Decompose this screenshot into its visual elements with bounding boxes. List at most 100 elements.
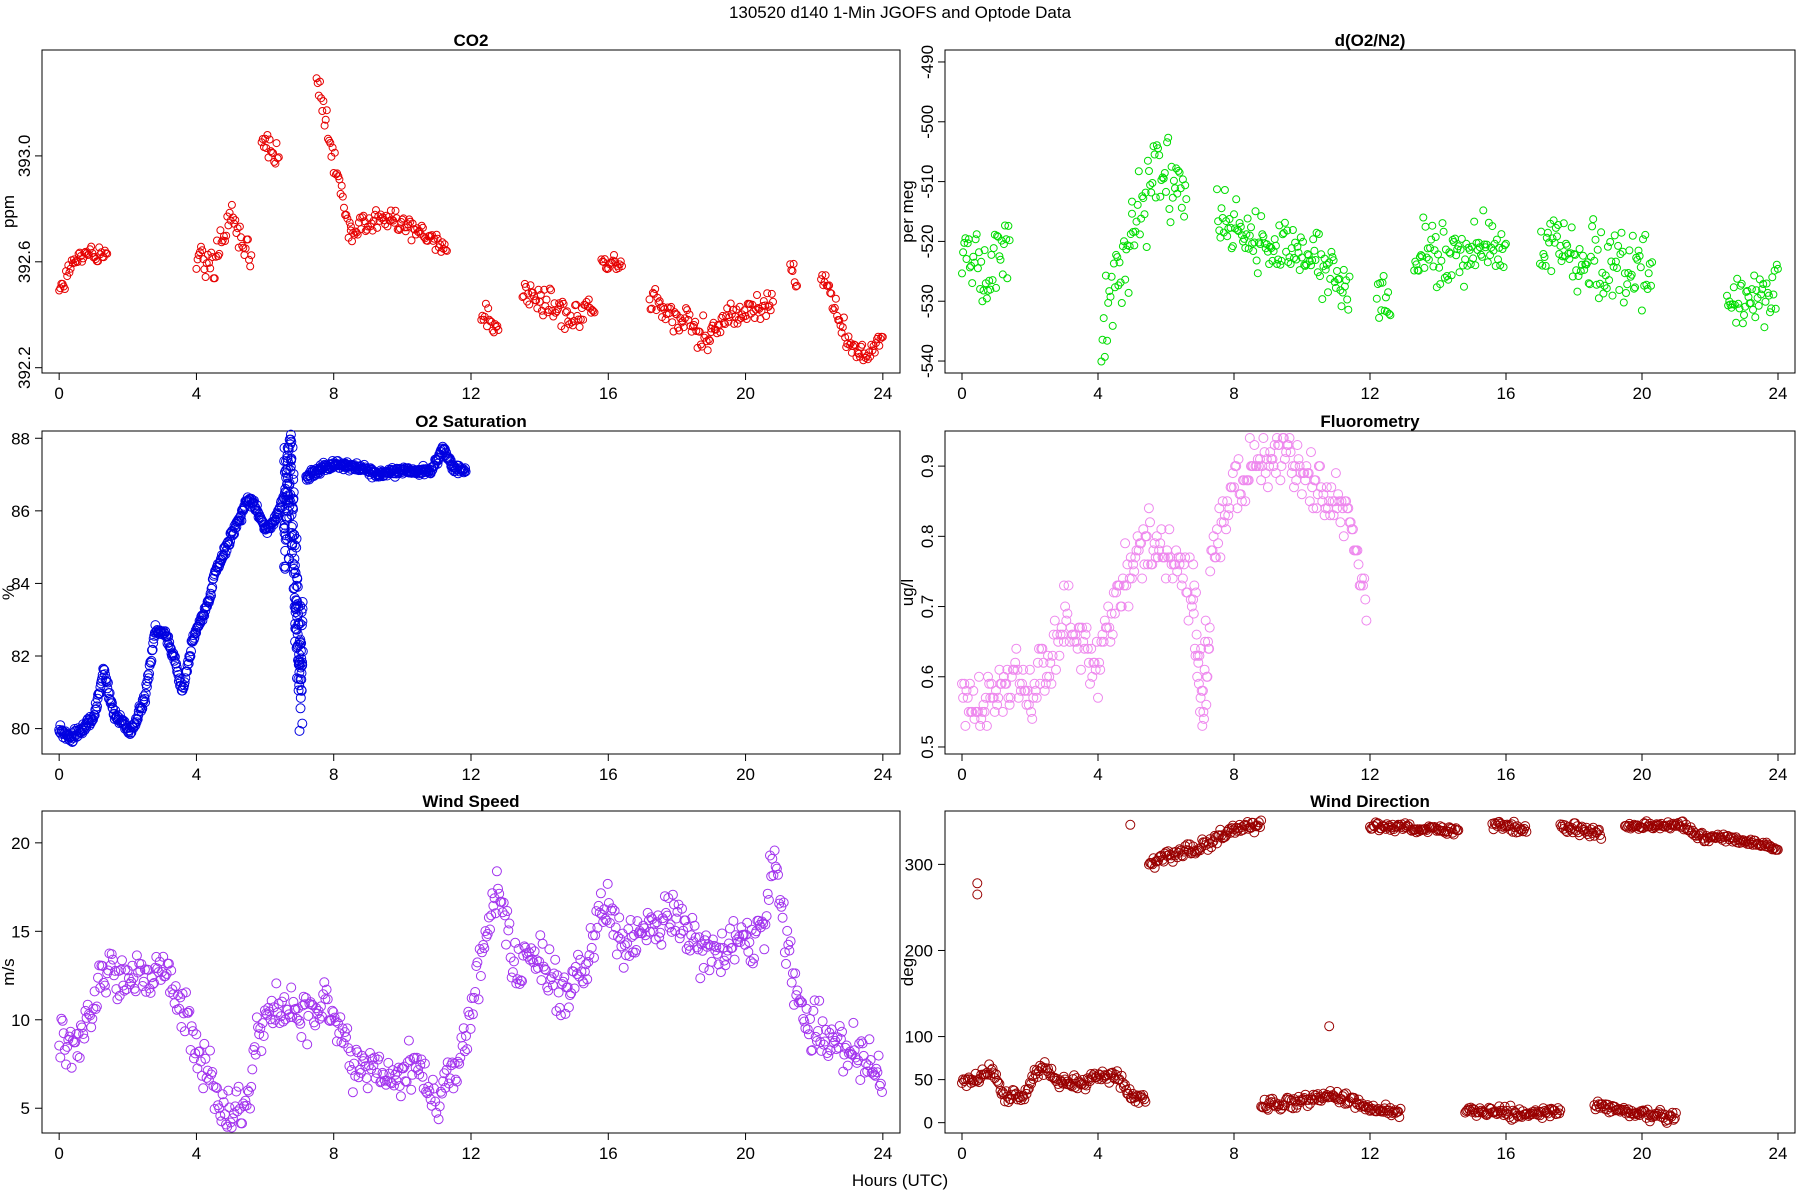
data-point [1670, 1108, 1681, 1118]
data-point [1439, 227, 1448, 236]
data-point [1079, 643, 1090, 654]
data-point [1446, 823, 1457, 834]
data-point [479, 943, 490, 954]
data-point [168, 650, 179, 661]
data-point [1310, 1090, 1321, 1101]
data-point [294, 639, 305, 650]
data-point [199, 1038, 210, 1049]
data-point [543, 985, 554, 996]
data-point [280, 1014, 291, 1025]
data-point [1735, 304, 1744, 313]
data-point [118, 980, 129, 991]
y-tick-label: 15 [11, 922, 30, 941]
data-point [1149, 142, 1158, 151]
data-point [1310, 246, 1319, 255]
data-point [273, 154, 282, 163]
data-point [58, 1028, 69, 1039]
data-point [1438, 219, 1447, 228]
data-point [501, 939, 511, 950]
data-point [693, 944, 703, 955]
data-point [706, 956, 717, 967]
data-point [989, 706, 1000, 717]
data-point [717, 928, 727, 939]
data-point [462, 1044, 473, 1055]
data-point [1174, 559, 1185, 570]
data-point [1013, 692, 1024, 703]
data-point [1019, 1094, 1030, 1105]
data-point [1232, 503, 1243, 514]
data-point [115, 964, 126, 975]
data-point [1316, 272, 1324, 281]
data-point [1126, 573, 1137, 584]
data-point [1733, 274, 1742, 283]
data-point [750, 928, 761, 939]
data-point [972, 230, 981, 239]
data-point [582, 974, 593, 985]
data-point [747, 958, 758, 969]
data-point [855, 1075, 866, 1085]
panel-title: Fluorometry [1320, 412, 1420, 431]
data-point [1149, 538, 1160, 549]
data-point [1011, 643, 1022, 654]
data-point [857, 342, 866, 351]
data-point [209, 1104, 220, 1114]
data-point [1428, 221, 1437, 230]
data-point [1146, 181, 1155, 189]
data-point [579, 315, 588, 324]
data-point [1296, 233, 1305, 242]
data-point [1108, 1072, 1119, 1083]
data-point [1188, 559, 1199, 570]
data-point [1549, 216, 1558, 225]
data-point [346, 1065, 357, 1075]
data-point [1642, 280, 1651, 289]
y-tick-label: 393.0 [15, 135, 34, 178]
data-point [1395, 1103, 1406, 1114]
data-point [979, 706, 990, 717]
data-point [994, 1078, 1005, 1089]
data-point [1181, 181, 1190, 190]
data-point [1668, 1114, 1679, 1125]
data-point [335, 1012, 346, 1023]
data-point [562, 982, 573, 993]
data-point [1061, 615, 1072, 626]
data-point [573, 949, 583, 960]
data-point [224, 221, 233, 230]
data-point [1026, 706, 1037, 717]
data-point [183, 1007, 194, 1018]
data-point [559, 972, 570, 983]
data-point [1020, 685, 1031, 696]
data-point [515, 975, 526, 986]
data-point [1295, 468, 1306, 479]
data-point [289, 560, 300, 571]
axis-ticks: 0 4 8 12 16 20 24 -540 -530 -520 -510 -500 -490 [918, 45, 1787, 403]
data-point [1759, 280, 1768, 288]
data-point [288, 504, 298, 515]
data-point [1633, 255, 1642, 264]
data-point [1343, 503, 1354, 514]
data-point [1002, 235, 1011, 244]
data-point [1213, 538, 1224, 549]
data-point [406, 217, 415, 226]
data-point [138, 696, 149, 707]
data-point [1326, 482, 1337, 493]
data-point [1045, 657, 1056, 668]
x-tick-label: 4 [192, 1144, 201, 1163]
data-point [198, 1083, 209, 1094]
data-point [1148, 545, 1159, 556]
data-point [980, 692, 991, 703]
data-point [279, 523, 290, 534]
data-point [1435, 263, 1444, 272]
data-point [873, 1050, 884, 1061]
data-point [1318, 295, 1327, 304]
data-point [296, 685, 307, 696]
data-point [1034, 643, 1044, 654]
data-point [997, 706, 1008, 717]
data-point [1052, 629, 1063, 640]
data-point [651, 285, 660, 293]
data-point [1125, 242, 1134, 251]
x-tick-label: 24 [1769, 765, 1788, 784]
data-point [729, 954, 740, 965]
data-point [1276, 260, 1285, 269]
data-point [968, 685, 979, 696]
data-point [288, 474, 299, 485]
